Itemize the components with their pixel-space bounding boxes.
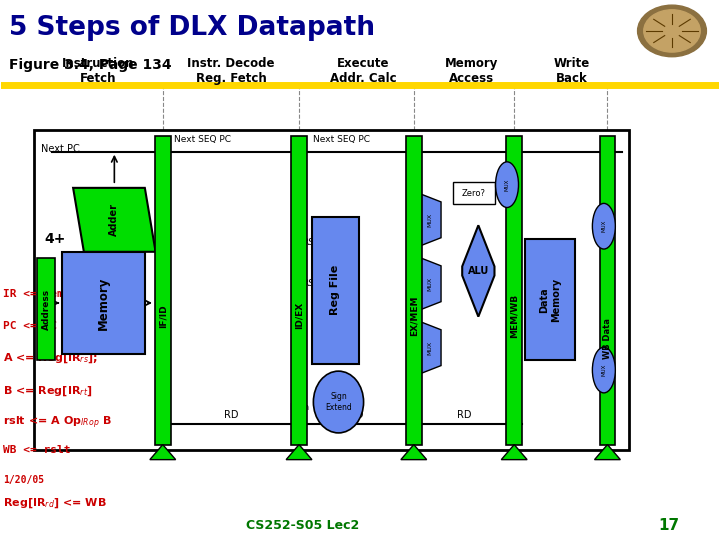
Polygon shape [501, 444, 527, 460]
Ellipse shape [495, 162, 518, 207]
Text: ALU: ALU [468, 266, 489, 276]
Polygon shape [418, 257, 441, 310]
Polygon shape [150, 444, 176, 460]
Text: rslt <= A Op$_{IRop}$ B: rslt <= A Op$_{IRop}$ B [3, 415, 112, 431]
Text: MUX: MUX [427, 213, 432, 227]
Bar [34, 130, 629, 450]
Polygon shape [73, 188, 156, 252]
Text: MUX: MUX [505, 179, 510, 191]
Text: IF/ID: IF/ID [158, 304, 167, 328]
Text: EX/MEM: EX/MEM [409, 295, 418, 336]
Ellipse shape [313, 371, 364, 433]
Ellipse shape [593, 347, 616, 393]
Text: RD: RD [456, 410, 472, 420]
Text: MEM/WB: MEM/WB [510, 294, 518, 338]
Polygon shape [401, 444, 427, 460]
Text: 4+: 4+ [45, 232, 66, 246]
Text: Next PC: Next PC [41, 144, 80, 154]
Text: Address: Address [42, 289, 50, 330]
Bar [291, 136, 307, 444]
Text: Figure 3.4, Page 134: Figure 3.4, Page 134 [9, 58, 171, 72]
Bar [600, 136, 616, 444]
Text: B <= Reg[IR$_{rt}$]: B <= Reg[IR$_{rt}$] [3, 384, 92, 397]
Text: RD: RD [224, 410, 238, 420]
Text: Instruction
Fetch: Instruction Fetch [62, 57, 135, 85]
Polygon shape [462, 225, 495, 316]
Text: RS1: RS1 [302, 238, 320, 247]
Circle shape [638, 5, 706, 57]
Polygon shape [595, 444, 621, 460]
Text: Imm: Imm [289, 403, 309, 412]
Text: Data
Memory: Data Memory [539, 278, 561, 322]
Text: MUX: MUX [601, 220, 606, 232]
Text: Adder: Adder [109, 204, 120, 237]
Text: Reg File: Reg File [330, 265, 341, 315]
Text: WB Data: WB Data [603, 318, 612, 359]
Bar [37, 258, 55, 361]
Bar [312, 217, 359, 363]
Circle shape [644, 10, 701, 52]
Text: Reg[IR$_{rd}$] <= WB: Reg[IR$_{rd}$] <= WB [3, 497, 107, 510]
Text: RD: RD [349, 410, 364, 420]
Bar [453, 183, 495, 204]
Text: Next SEQ PC: Next SEQ PC [174, 135, 230, 144]
Text: ID/EX: ID/EX [294, 302, 304, 329]
Text: Memory: Memory [97, 276, 110, 329]
Text: CS252-S05 Lec2: CS252-S05 Lec2 [246, 519, 359, 532]
Bar [406, 136, 422, 444]
Bar [155, 136, 171, 444]
Polygon shape [418, 193, 441, 247]
Text: Instr. Decode
Reg. Fetch: Instr. Decode Reg. Fetch [187, 57, 274, 85]
Polygon shape [418, 321, 441, 375]
Polygon shape [286, 444, 312, 460]
Text: Memory
Access: Memory Access [444, 57, 498, 85]
Text: 1/20/05: 1/20/05 [3, 475, 44, 484]
Bar [525, 239, 575, 361]
Text: MUX: MUX [427, 341, 432, 355]
Text: MUX: MUX [601, 364, 606, 376]
Text: PC <= PC + 4: PC <= PC + 4 [3, 321, 84, 332]
Text: MUX: MUX [427, 276, 432, 291]
Text: Write
Back: Write Back [554, 57, 590, 85]
Text: 5 Steps of DLX Datapath: 5 Steps of DLX Datapath [9, 15, 374, 41]
Ellipse shape [593, 204, 616, 249]
Text: Execute
Addr. Calc: Execute Addr. Calc [330, 57, 397, 85]
Bar [506, 136, 522, 444]
Text: WB <= rslt: WB <= rslt [3, 445, 71, 455]
Text: A <= Reg[IR$_{rs}$];: A <= Reg[IR$_{rs}$]; [3, 352, 98, 366]
Bar [63, 252, 145, 354]
Text: 17: 17 [658, 518, 679, 532]
Text: Zero?: Zero? [462, 188, 486, 198]
Text: Next SEQ PC: Next SEQ PC [313, 135, 370, 144]
Text: IR <= mem[PC];: IR <= mem[PC]; [3, 289, 97, 299]
Text: RS2: RS2 [302, 279, 320, 288]
Text: Sign
Extend: Sign Extend [325, 393, 352, 411]
